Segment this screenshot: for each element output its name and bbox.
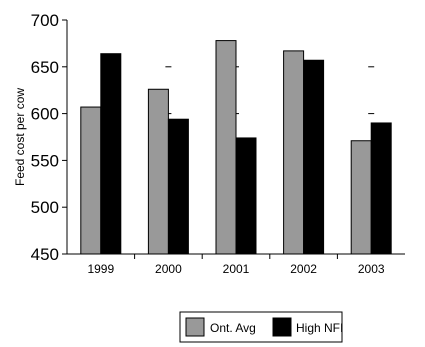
y-tick-label: 600 — [31, 105, 59, 124]
bar-high-nfi-1999 — [100, 53, 122, 255]
x-tick-label: 1999 — [87, 262, 114, 276]
legend-swatch-ont-avg — [185, 317, 205, 337]
y-tick-label: 700 — [31, 11, 59, 30]
x-tick-label: 2001 — [223, 262, 250, 276]
legend-box — [179, 311, 343, 343]
bar-ont-avg-2003 — [350, 140, 372, 255]
x-tick-label: 2003 — [358, 262, 385, 276]
bar-ont-avg-2001 — [215, 40, 237, 255]
legend: Ont. Avg High NFI — [179, 311, 343, 343]
bar-ont-avg-1999 — [80, 106, 102, 255]
bar-ont-avg-2000 — [147, 88, 169, 255]
bar-high-nfi-2003 — [370, 122, 392, 255]
bar-ont-avg-2002 — [283, 50, 305, 255]
bar-high-nfi-2000 — [167, 118, 189, 255]
x-tick-label: 2000 — [155, 262, 182, 276]
legend-swatch-high-nfi — [272, 317, 292, 337]
plot-area — [80, 40, 392, 255]
bar-high-nfi-2001 — [235, 137, 257, 255]
x-tick-label: 2002 — [290, 262, 317, 276]
y-tick-label: 450 — [31, 245, 59, 264]
y-tick-label: 650 — [31, 58, 59, 77]
legend-label-ont-avg: Ont. Avg — [210, 321, 256, 335]
y-axis-title: Feed cost per cow — [13, 88, 27, 186]
axes: 450 500 550 600 650 700 1999 2000 2001 2002 2003 — [31, 11, 405, 276]
legend-label-high-nfi: High NFI — [296, 321, 343, 335]
y-tick-label: 500 — [31, 198, 59, 217]
y-tick-label: 550 — [31, 151, 59, 170]
bar-high-nfi-2002 — [303, 59, 325, 255]
